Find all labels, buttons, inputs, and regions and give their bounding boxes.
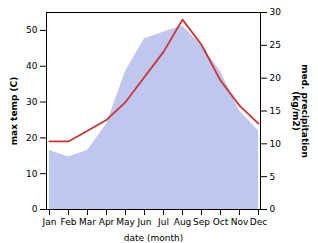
svg-text:40: 40 xyxy=(26,61,38,71)
svg-text:max temp (C): max temp (C) xyxy=(9,77,19,146)
svg-text:20: 20 xyxy=(270,73,282,83)
svg-text:25: 25 xyxy=(270,40,281,50)
svg-text:0: 0 xyxy=(32,204,38,214)
svg-text:0: 0 xyxy=(270,204,276,214)
svg-text:Oct: Oct xyxy=(213,217,229,227)
svg-text:date (month): date (month) xyxy=(124,233,183,243)
svg-text:30: 30 xyxy=(270,7,282,17)
svg-text:Dec: Dec xyxy=(250,217,267,227)
svg-text:Jun: Jun xyxy=(136,217,151,227)
svg-text:Mar: Mar xyxy=(79,217,96,227)
svg-text:Nov: Nov xyxy=(231,217,249,227)
svg-text:Aug: Aug xyxy=(174,217,192,227)
svg-text:10: 10 xyxy=(26,169,38,179)
svg-text:May: May xyxy=(116,217,135,227)
svg-text:15: 15 xyxy=(270,106,281,116)
svg-text:Feb: Feb xyxy=(61,217,77,227)
svg-text:30: 30 xyxy=(26,97,38,107)
svg-text:Jul: Jul xyxy=(157,217,169,227)
svg-text:10: 10 xyxy=(270,139,282,149)
svg-text:Sep: Sep xyxy=(193,217,210,227)
svg-text:20: 20 xyxy=(26,133,38,143)
svg-text:Jan: Jan xyxy=(42,217,57,227)
svg-text:5: 5 xyxy=(270,172,276,182)
svg-text:med. precipitation(kg/m2): med. precipitation(kg/m2) xyxy=(291,64,310,158)
svg-text:Apr: Apr xyxy=(99,217,115,227)
svg-text:50: 50 xyxy=(26,25,38,35)
